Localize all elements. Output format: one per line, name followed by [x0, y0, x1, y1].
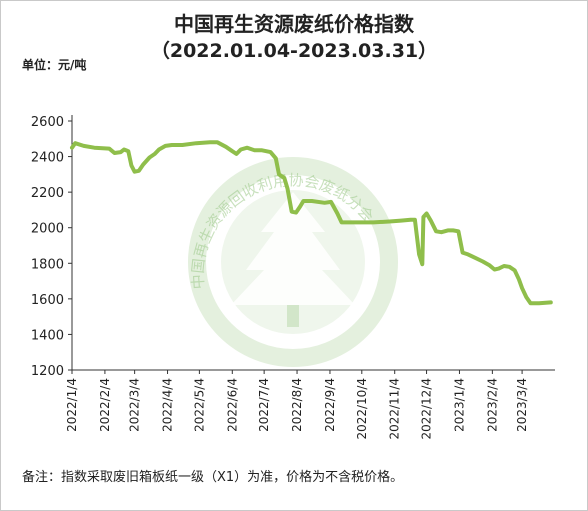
x-tick-label: 2022/10/4 [355, 378, 369, 440]
y-axis-ticks: 1200 1400 1600 1800 2000 2200 2400 2600 [31, 115, 72, 379]
series-layer [70, 140, 553, 306]
x-tick-label: 2023/3/4 [515, 378, 529, 432]
footnote: 备注：指数采取废旧箱板纸一级（X1）为准，价格为不含税价格。 [22, 470, 404, 485]
x-tick-label: 2023/2/4 [485, 378, 499, 432]
x-axis-ticks: 2022/1/4 2022/2/4 2022/3/4 2022/4/4 2022/5/4… [65, 370, 529, 440]
axes [71, 115, 555, 371]
y-tick-label: 2400 [31, 151, 64, 166]
x-tick-label: 2022/1/4 [65, 378, 79, 432]
x-tick-label: 2022/7/4 [257, 378, 271, 432]
chart-title: 中国再生资源废纸价格指数 [174, 12, 414, 36]
y-tick-label: 1400 [31, 328, 64, 343]
watermark: 中国再生资源回收利用协会废纸分会 [188, 157, 398, 367]
tree-logo-icon [231, 192, 355, 305]
x-tick-label: 2022/3/4 [128, 378, 142, 432]
x-tick-label: 2022/11/4 [388, 378, 402, 440]
x-tick-label: 2023/1/4 [452, 378, 466, 432]
watermark-ring [188, 157, 398, 367]
x-tick-label: 2022/2/4 [98, 378, 112, 432]
tree-trunk-icon [287, 305, 299, 327]
y-tick-label: 1800 [31, 257, 64, 272]
y-tick-label: 2200 [31, 186, 64, 201]
x-tick-label: 2022/8/4 [290, 378, 304, 432]
x-tick-label: 2022/12/4 [420, 378, 434, 440]
y-tick-label: 2600 [31, 115, 64, 130]
chart-subtitle: （2022.01.04-2023.03.31） [150, 40, 438, 62]
x-tick-label: 2022/6/4 [225, 378, 239, 432]
y-tick-label: 1600 [31, 293, 64, 308]
unit-label: 单位：元/吨 [22, 58, 87, 72]
y-tick-label: 1200 [31, 364, 64, 379]
x-tick-label: 2022/9/4 [323, 378, 337, 432]
x-tick-label: 2022/4/4 [161, 378, 175, 432]
x-tick-label: 2022/5/4 [192, 378, 206, 432]
y-tick-label: 2000 [31, 222, 64, 237]
